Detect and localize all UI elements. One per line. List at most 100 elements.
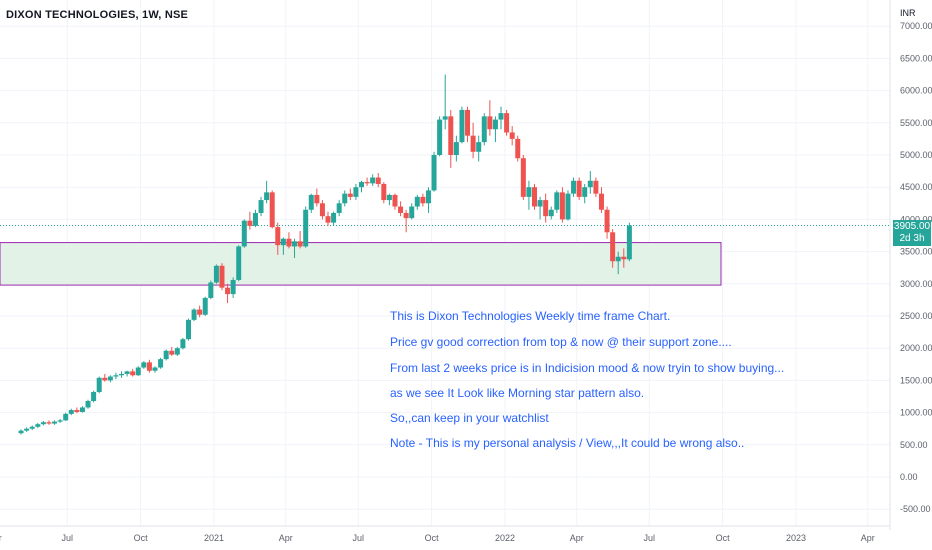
candle-body <box>303 209 309 247</box>
candle-body <box>236 246 242 280</box>
candle-body <box>403 212 409 219</box>
time-tick-label: Oct <box>425 533 440 543</box>
candle-body <box>537 200 543 207</box>
price-tick-label: 4500.00 <box>900 182 932 192</box>
candle-body <box>219 265 225 288</box>
candle-body <box>353 187 359 197</box>
candle-body <box>163 350 169 360</box>
candle-body <box>598 193 604 210</box>
candle-body <box>554 192 560 210</box>
candle-body <box>174 348 180 355</box>
candle-body <box>230 279 236 295</box>
candle-body <box>364 182 370 184</box>
price-axis[interactable]: 7000.00 6500.00 6000.00 5500.00 5000.00 4500.… <box>900 21 932 514</box>
candle-body <box>492 119 498 130</box>
candle-body <box>370 177 376 184</box>
candle-body <box>208 282 214 298</box>
price-tick-label: 2500.00 <box>900 311 932 321</box>
price-tick-label: 2000.00 <box>900 343 932 353</box>
price-tick-label: 5000.00 <box>900 150 932 160</box>
candle-body <box>610 232 616 262</box>
last-price-tag: 3905.00 2d 3h <box>893 219 931 246</box>
candle-body <box>498 113 504 120</box>
candle-body <box>409 206 415 219</box>
candle-body <box>453 142 459 155</box>
candle-body <box>96 377 102 392</box>
time-tick-label: Oct <box>134 533 149 543</box>
time-tick-label: 2021 <box>204 533 224 543</box>
candle-body <box>425 190 431 204</box>
candle-body <box>476 142 482 152</box>
last-price-value: 3905.00 <box>893 220 931 232</box>
candle-body <box>107 376 113 381</box>
price-tick-label: 3500.00 <box>900 247 932 257</box>
candle-body <box>152 367 158 371</box>
time-tick-label: Apr <box>0 533 2 543</box>
candle-body <box>615 256 621 262</box>
candle-body <box>119 373 125 376</box>
time-tick-label: Jul <box>644 533 656 543</box>
candle-body <box>526 187 532 197</box>
candle-body <box>604 209 610 233</box>
annotation-line-5: So,,can keep in your watchlist <box>390 411 549 425</box>
candle-body <box>559 192 565 220</box>
candle-body <box>414 196 420 207</box>
support-zone[interactable] <box>0 242 722 286</box>
candle-body <box>247 220 253 226</box>
candle-body <box>213 265 219 283</box>
candle-body <box>68 410 74 414</box>
candle-body <box>308 194 314 210</box>
candle-body <box>437 119 443 155</box>
candle-body <box>280 238 286 246</box>
candle-body <box>442 116 448 120</box>
candle-body <box>275 227 281 246</box>
candle-body <box>197 309 203 315</box>
symbol-title: DIXON TECHNOLOGIES, 1W, NSE <box>6 9 189 21</box>
time-tick-label: Apr <box>570 533 584 543</box>
candle-body <box>459 109 465 143</box>
candle-body <box>314 194 320 204</box>
price-tick-label: 5500.00 <box>900 118 932 128</box>
candle-body <box>264 192 270 201</box>
annotation-line-3: From last 2 weeks price is in Indicision… <box>390 361 785 375</box>
price-tick-label: -500.00 <box>900 504 931 514</box>
candle-body <box>515 138 521 159</box>
candle-body <box>102 377 108 381</box>
time-tick-label: 2022 <box>495 533 515 543</box>
time-tick-label: Apr <box>861 533 875 543</box>
candle-body <box>386 194 392 201</box>
candle-body <box>286 238 292 247</box>
candle-body <box>398 206 404 213</box>
candle-body <box>24 428 30 431</box>
candle-body <box>169 350 175 355</box>
candle-body <box>158 359 164 368</box>
time-tick-label: Apr <box>279 533 293 543</box>
candle-body <box>141 362 147 368</box>
candle-body <box>481 116 487 143</box>
candle-body <box>392 194 398 207</box>
candle-body <box>79 407 85 412</box>
candle-body <box>113 375 119 377</box>
time-tick-label: Oct <box>716 533 731 543</box>
candle-body <box>29 426 35 429</box>
candle-body <box>57 420 63 422</box>
annotation-line-1: This is Dixon Technologies Weekly time f… <box>390 309 671 323</box>
price-tick-label: 0.00 <box>900 472 918 482</box>
candle-body <box>124 371 130 374</box>
candle-body <box>375 177 381 184</box>
annotation-line-4: as we see It Look like Morning star patt… <box>390 386 645 400</box>
candle-body <box>465 109 471 136</box>
candle-body <box>185 319 191 340</box>
candle-body <box>593 180 599 194</box>
time-axis[interactable]: Apr Jul Oct 2021 Apr Jul Oct 2022 Apr Jul Oct 2023 A… <box>0 533 875 543</box>
price-tick-label: 1500.00 <box>900 375 932 385</box>
candles-series <box>18 74 632 435</box>
candle-body <box>543 200 549 217</box>
candle-body <box>565 193 571 220</box>
price-tick-label: 3000.00 <box>900 279 932 289</box>
candle-body <box>587 180 593 188</box>
candle-body <box>431 155 437 191</box>
candle-body <box>470 135 476 152</box>
candle-body <box>292 241 298 247</box>
